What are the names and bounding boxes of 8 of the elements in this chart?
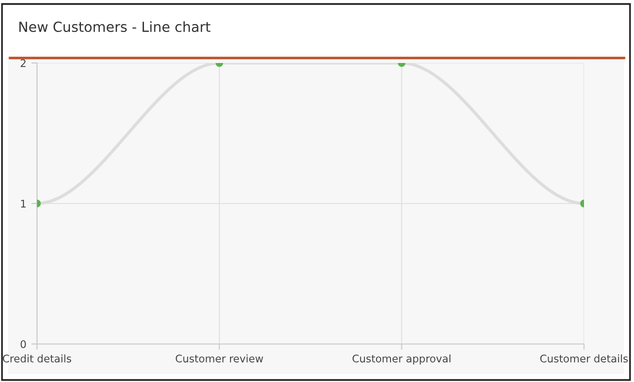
y-tick-label: 1 — [21, 200, 26, 208]
x-tick-label: Customer details — [540, 354, 628, 362]
x-tick-label: Customer approval — [352, 354, 450, 364]
x-tick-label: Customer review — [176, 354, 264, 362]
x-tick-label: Credit details — [2, 354, 72, 362]
y-tick-label: 0 — [20, 340, 26, 348]
chart-title: New Customers - Line chart — [19, 21, 210, 32]
y-tick-label: 2 — [20, 59, 26, 67]
